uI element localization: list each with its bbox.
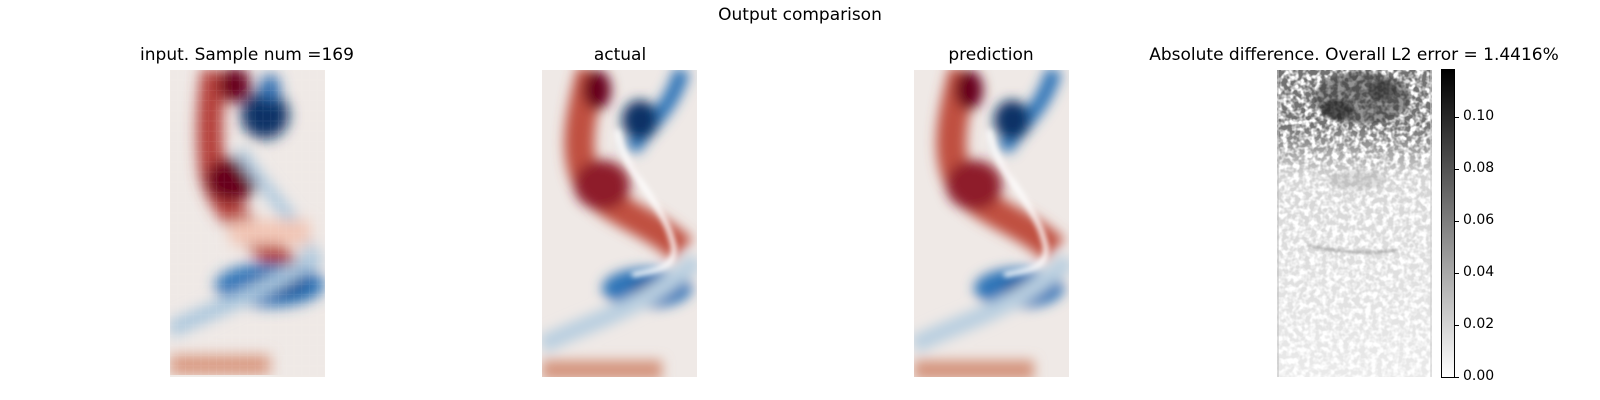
colorbar-tick-label: 0.10	[1463, 107, 1495, 124]
colorbar-tick-label: 0.00	[1463, 368, 1495, 384]
colorbar-tick-mark	[1454, 220, 1459, 222]
colorbar-tick-mark	[1454, 377, 1459, 378]
panel-title-actual: actual	[593, 45, 647, 65]
input-heatmap	[170, 70, 325, 377]
actual-heatmap	[542, 70, 697, 377]
colorbar-tick-mark	[1454, 324, 1459, 326]
panel-title-prediction: prediction	[948, 45, 1034, 65]
difference-heatmap	[1277, 70, 1432, 377]
colorbar-axis: 0.00 0.02 0.04 0.06 0.08 0.10	[1454, 70, 1514, 384]
colorbar-tick-label: 0.04	[1463, 263, 1495, 280]
panel-title-difference: Absolute difference. Overall L2 error = …	[1149, 45, 1559, 65]
colorbar	[1441, 69, 1455, 378]
colorbar-tick-label: 0.02	[1463, 315, 1495, 332]
colorbar-tick-mark	[1454, 168, 1459, 170]
figure-title: Output comparison	[718, 5, 882, 25]
colorbar-tick-label: 0.06	[1463, 211, 1495, 228]
colorbar-tick-mark	[1454, 272, 1459, 274]
panel-title-input: input. Sample num =169	[140, 45, 354, 65]
colorbar-tick-mark	[1454, 116, 1459, 118]
prediction-heatmap	[914, 70, 1069, 377]
colorbar-tick-label: 0.08	[1463, 159, 1495, 176]
